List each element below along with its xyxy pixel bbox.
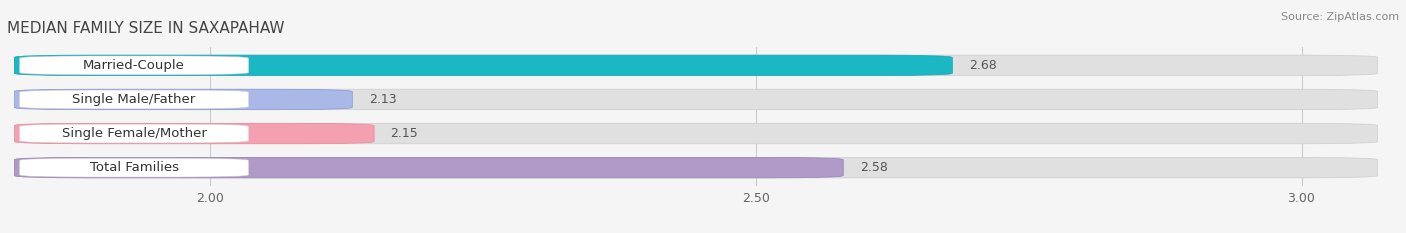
FancyBboxPatch shape [20,90,249,109]
FancyBboxPatch shape [14,158,1378,178]
Text: Total Families: Total Families [90,161,179,174]
FancyBboxPatch shape [20,124,249,143]
FancyBboxPatch shape [20,56,249,75]
FancyBboxPatch shape [20,158,249,177]
Text: 2.15: 2.15 [391,127,418,140]
Text: 2.68: 2.68 [969,59,997,72]
FancyBboxPatch shape [14,55,952,75]
Text: MEDIAN FAMILY SIZE IN SAXAPAHAW: MEDIAN FAMILY SIZE IN SAXAPAHAW [7,21,285,36]
FancyBboxPatch shape [14,123,374,144]
FancyBboxPatch shape [14,89,1378,110]
Text: Single Female/Mother: Single Female/Mother [62,127,207,140]
Text: 2.13: 2.13 [368,93,396,106]
Text: 2.58: 2.58 [859,161,887,174]
FancyBboxPatch shape [14,55,1378,75]
Text: Married-Couple: Married-Couple [83,59,186,72]
FancyBboxPatch shape [14,89,353,110]
FancyBboxPatch shape [14,123,1378,144]
Text: Single Male/Father: Single Male/Father [73,93,195,106]
FancyBboxPatch shape [14,158,844,178]
Text: Source: ZipAtlas.com: Source: ZipAtlas.com [1281,12,1399,22]
